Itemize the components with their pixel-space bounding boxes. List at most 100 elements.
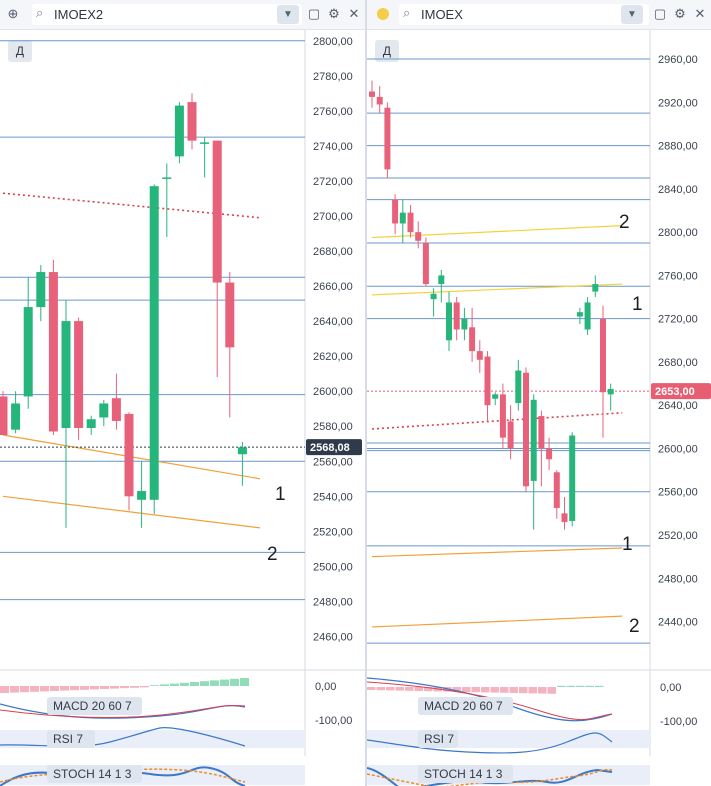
macd-histogram-bar — [180, 682, 189, 686]
macd-histogram-bar — [10, 686, 19, 693]
macd-histogram-bar — [120, 686, 129, 689]
macd-histogram-bar — [490, 687, 499, 693]
candle-body — [507, 421, 514, 449]
chevron-down-icon[interactable]: ▼ — [621, 5, 643, 24]
last-price-tag — [651, 383, 711, 400]
macd-tick-label: -100,00 — [660, 716, 697, 728]
macd-histogram-bar — [90, 686, 99, 690]
macd-histogram-bar — [547, 687, 556, 694]
close-icon[interactable]: ✕ — [348, 6, 360, 21]
macd-histogram-bar — [395, 687, 404, 691]
macd-histogram-bar — [405, 687, 414, 691]
price-tick-label: 2580,00 — [313, 421, 353, 433]
macd-histogram-bar — [528, 687, 537, 694]
symbol-search-box[interactable]: ⌕ IMOEX — [399, 4, 649, 25]
price-tick-label: 2480,00 — [658, 573, 698, 585]
macd-tick-label: 0,00 — [315, 681, 336, 693]
candle-body — [438, 275, 445, 285]
annotation-label: 2 — [619, 212, 630, 233]
gear-icon[interactable]: ⚙ — [328, 6, 340, 21]
candle-body — [376, 96, 383, 105]
price-tick-label: 2560,00 — [658, 487, 698, 499]
price-tick-label: 2960,00 — [658, 54, 698, 66]
candle-body — [0, 396, 8, 435]
price-tick-label: 2480,00 — [313, 596, 353, 608]
last-price-label: 2653,00 — [655, 386, 695, 398]
candle-body — [576, 312, 583, 317]
macd-histogram-bar — [471, 687, 480, 693]
indicator-label-box — [47, 697, 142, 715]
trendline — [371, 615, 623, 628]
candle-body — [369, 91, 375, 97]
candle-body — [74, 321, 84, 428]
square-icon[interactable]: ▢ — [307, 6, 321, 21]
panel-header: ⌕ IMOEX ▼ ▢ ⚙ ✕ — [367, 0, 711, 30]
panel-divider[interactable] — [365, 0, 367, 786]
macd-histogram-bar — [0, 686, 9, 693]
candle-body — [484, 356, 491, 406]
candle-body — [225, 282, 235, 348]
gear-icon[interactable]: ⚙ — [674, 6, 686, 21]
trendline — [2, 495, 261, 529]
candle-body — [469, 327, 476, 352]
price-chart[interactable]: 2960,00 2920,00 2880,00 2840,00 2800,00 2760,… — [367, 30, 711, 786]
macd-histogram-bar — [110, 686, 119, 689]
price-tick-label: 2680,00 — [313, 246, 353, 258]
candle-body — [11, 403, 21, 430]
macd-histogram-bar — [130, 686, 139, 688]
macd-histogram-bar — [538, 687, 547, 694]
candle-body — [384, 107, 391, 170]
moving-average-line — [371, 411, 623, 430]
close-icon[interactable]: ✕ — [694, 6, 706, 21]
price-tick-label: 2720,00 — [313, 176, 353, 188]
macd-histogram-bar — [40, 686, 49, 692]
macd-histogram-bar — [200, 681, 209, 686]
chevron-down-icon[interactable]: ▼ — [277, 5, 299, 24]
candle-body — [407, 212, 414, 233]
add-icon[interactable]: ⊕ — [7, 6, 19, 21]
macd-signal-line — [367, 681, 613, 720]
macd-histogram-bar — [210, 680, 219, 686]
chart-panel-imoex2[interactable]: ⊕ ⌕ IMOEX2 ▼ ▢ ⚙ ✕ Д 2800,00 2780,00 2760,… — [0, 0, 366, 786]
candle-body — [212, 140, 222, 283]
macd-histogram-bar — [367, 687, 376, 690]
macd-histogram-bar — [70, 686, 79, 691]
macd-histogram-bar — [240, 678, 249, 686]
last-price-tag — [306, 439, 362, 456]
candle-body — [600, 318, 606, 393]
candle-body — [530, 399, 537, 481]
macd-histogram-bar — [60, 686, 69, 691]
candle-body — [538, 416, 545, 449]
macd-histogram-bar — [100, 686, 109, 689]
candle-body — [237, 447, 247, 455]
candle-body — [174, 105, 184, 157]
candle-body — [23, 307, 33, 397]
macd-tick-label: -100,00 — [315, 715, 352, 727]
price-tick-label: 2840,00 — [658, 184, 698, 196]
annotation-label: 1 — [632, 294, 643, 315]
macd-histogram-bar — [557, 685, 566, 687]
macd-histogram-bar — [585, 685, 594, 687]
candle-body — [124, 413, 134, 497]
indicator-label: RSI 7 — [424, 732, 454, 746]
last-price-label: 2568,08 — [310, 442, 350, 454]
macd-histogram-bar — [80, 686, 89, 690]
timeframe-badge[interactable]: Д — [8, 40, 32, 62]
candle-body — [36, 272, 46, 308]
candle-body — [453, 302, 460, 330]
symbol-search-box[interactable]: ⌕ IMOEX2 — [32, 4, 302, 25]
circle-icon[interactable] — [377, 8, 389, 20]
price-chart[interactable]: 2800,00 2780,00 2760,00 2740,00 2720,00 2700,… — [0, 30, 366, 786]
trendline — [371, 225, 623, 239]
macd-histogram-bar — [30, 686, 39, 692]
chart-panel-imoex[interactable]: ⌕ IMOEX ▼ ▢ ⚙ ✕ Д 2960,00 2920,00 2880,00 2… — [367, 0, 711, 786]
timeframe-badge[interactable]: Д — [375, 40, 399, 62]
candle-body — [422, 242, 429, 285]
square-icon[interactable]: ▢ — [653, 6, 667, 21]
indicator-label: RSI 7 — [53, 732, 83, 746]
price-tick-label: 2600,00 — [658, 443, 698, 455]
candle-body — [584, 302, 591, 330]
candle-body — [61, 321, 71, 428]
candle-body — [399, 212, 406, 224]
stoch-k-line — [0, 766, 246, 786]
